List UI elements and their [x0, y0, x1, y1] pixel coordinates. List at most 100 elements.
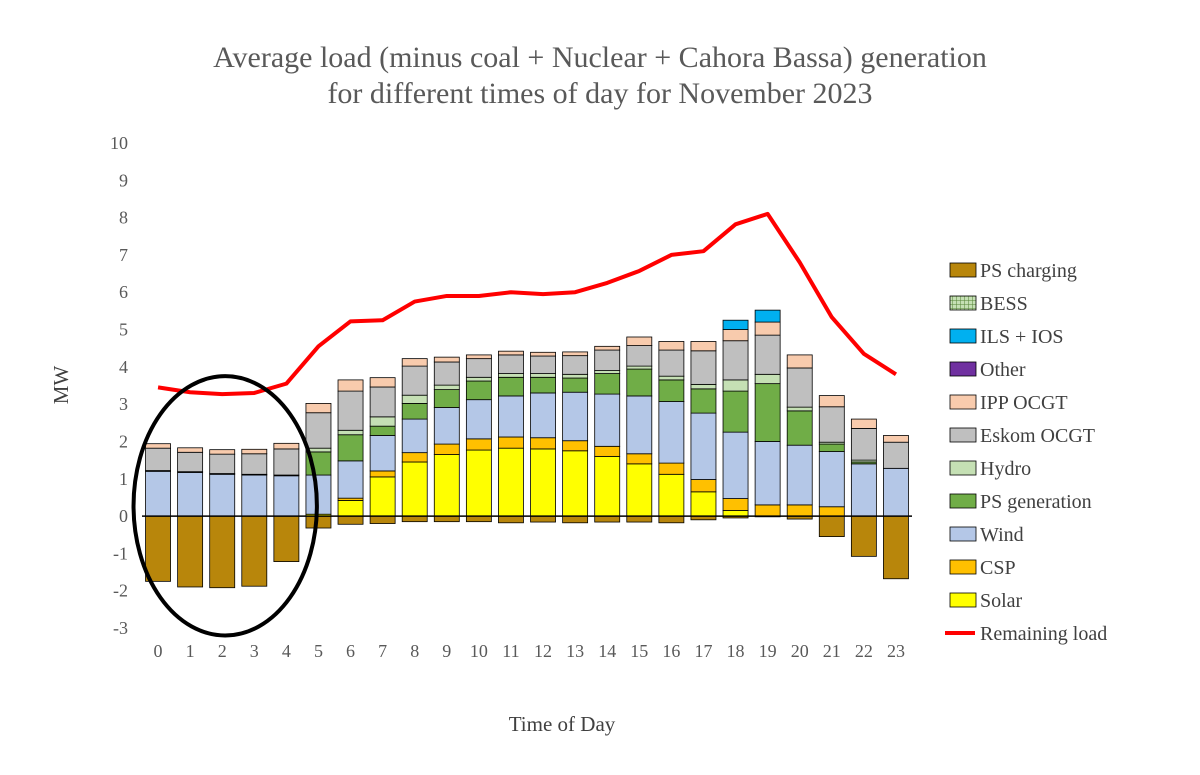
bar-hydro — [786, 406, 813, 412]
bar-ps-charging — [850, 515, 877, 557]
x-tick-label: 16 — [662, 641, 680, 661]
bar-ps-generation — [658, 379, 685, 402]
bar-hydro — [722, 379, 749, 392]
bar-csp — [401, 452, 428, 463]
bar-ipp-ocgt — [401, 358, 428, 367]
bar-hydro — [369, 416, 396, 427]
bar-solar — [562, 450, 589, 517]
legend-label-solar: Solar — [980, 590, 1023, 612]
bar-eskom-ocgt — [722, 340, 749, 381]
bar-ipp-ocgt — [241, 448, 268, 455]
bar-csp — [818, 506, 845, 517]
bar-solar — [369, 476, 396, 517]
bar-csp — [754, 504, 781, 517]
bar-ipp-ocgt — [626, 336, 653, 346]
bar-csp — [658, 462, 685, 475]
bar-hydro — [465, 376, 492, 382]
bar-ipp-ocgt — [177, 447, 204, 453]
bar-wind — [754, 441, 781, 506]
bar-hydro — [626, 365, 653, 370]
bar-ps-generation — [498, 376, 524, 397]
bar-ps-charging — [337, 515, 364, 525]
bar-ipp-ocgt — [145, 443, 171, 449]
legend-label-ipp-ocgt: IPP OCGT — [980, 392, 1068, 414]
y-tick-label: 2 — [119, 431, 128, 451]
bar-hydro — [690, 383, 717, 390]
legend: PS charging BESS ILS + IOS Other IPP OCGT Esk… — [945, 260, 1107, 645]
bar-ps-charging — [594, 515, 621, 523]
bar-hydro — [562, 373, 589, 379]
legend-label-eskom-ocgt: Eskom OCGT — [980, 425, 1095, 447]
annotation-ellipse — [131, 374, 319, 638]
bar-wind — [690, 412, 717, 480]
bar-wind — [626, 395, 653, 455]
legend-swatch-wind — [949, 526, 977, 542]
x-tick-label: 22 — [855, 641, 873, 661]
legend-swatch-ps-generation — [949, 493, 977, 509]
bar-ipp-ocgt — [562, 351, 589, 357]
bar-ipp-ocgt — [786, 354, 813, 369]
y-tick-label: -2 — [113, 581, 128, 601]
bar-hydro — [530, 373, 556, 378]
annotation-group — [131, 374, 319, 638]
x-tick-label: 9 — [442, 641, 451, 661]
bar-ipp-ocgt — [337, 379, 364, 392]
bar-csp — [786, 504, 813, 517]
chart-title-line-1: Average load (minus coal + Nuclear + Cah… — [213, 41, 987, 74]
legend-label-hydro: Hydro — [980, 458, 1031, 480]
bar-wind — [273, 475, 300, 517]
y-tick-label: 8 — [119, 208, 128, 228]
bar-solar — [594, 455, 621, 517]
bar-ps-charging — [562, 515, 589, 524]
legend-label-bess: BESS — [980, 293, 1028, 315]
bar-eskom-ocgt — [465, 358, 492, 378]
x-tick-label: 7 — [378, 641, 387, 661]
x-tick-label: 12 — [534, 641, 552, 661]
bar-wind — [818, 451, 845, 508]
bar-solar — [465, 449, 492, 517]
y-tick-label: 10 — [110, 133, 128, 153]
x-tick-label: 20 — [791, 641, 809, 661]
bar-ils-ios — [754, 309, 781, 323]
x-axis-ticks: 0 1 2 3 4 5 6 7 8 9 10 11 12 13 14 15 16 17 18 19 20 21 22 23 — [154, 641, 905, 661]
x-tick-label: 6 — [346, 641, 355, 661]
bar-wind — [562, 391, 589, 442]
bar-wind — [658, 401, 685, 464]
bar-eskom-ocgt — [530, 355, 556, 374]
y-axis-title: MW — [49, 366, 73, 405]
bar-wind — [883, 467, 909, 517]
x-tick-label: 2 — [218, 641, 227, 661]
bar-ipp-ocgt — [209, 449, 236, 455]
bar-solar — [498, 447, 524, 517]
bar-csp — [498, 436, 524, 449]
bar-ps-generation — [530, 376, 556, 394]
legend-swatch-hydro — [949, 460, 977, 476]
y-axis-ticks: -3 -2 -1 0 1 2 3 4 5 6 7 8 9 10 — [110, 133, 128, 638]
bar-ipp-ocgt — [818, 395, 845, 408]
bar-solar — [530, 448, 556, 517]
bar-eskom-ocgt — [754, 334, 781, 375]
bars-group — [145, 309, 909, 589]
bar-wind — [722, 431, 749, 499]
x-tick-label: 4 — [282, 641, 291, 661]
bar-ps-generation — [562, 377, 589, 393]
bar-hydro — [658, 375, 685, 381]
bar-solar — [433, 454, 460, 517]
bar-eskom-ocgt — [273, 448, 300, 476]
legend-label-ps-charging: PS charging — [980, 260, 1077, 282]
legend-label-ps-generation: PS generation — [980, 491, 1092, 513]
bar-ps-charging — [209, 515, 236, 589]
bar-ipp-ocgt — [850, 418, 877, 429]
chart-title: Average load (minus coal + Nuclear + Cah… — [0, 40, 1200, 112]
bar-ipp-ocgt — [465, 354, 492, 360]
bar-eskom-ocgt — [433, 361, 460, 386]
bar-eskom-ocgt — [177, 451, 204, 473]
x-tick-label: 8 — [410, 641, 419, 661]
bar-eskom-ocgt — [369, 386, 396, 418]
bar-csp — [594, 445, 621, 457]
bar-wind — [401, 418, 428, 454]
bar-eskom-ocgt — [786, 367, 813, 408]
bar-ps-charging — [273, 515, 300, 562]
bar-wind — [337, 460, 364, 499]
legend-label-csp: CSP — [980, 557, 1016, 579]
